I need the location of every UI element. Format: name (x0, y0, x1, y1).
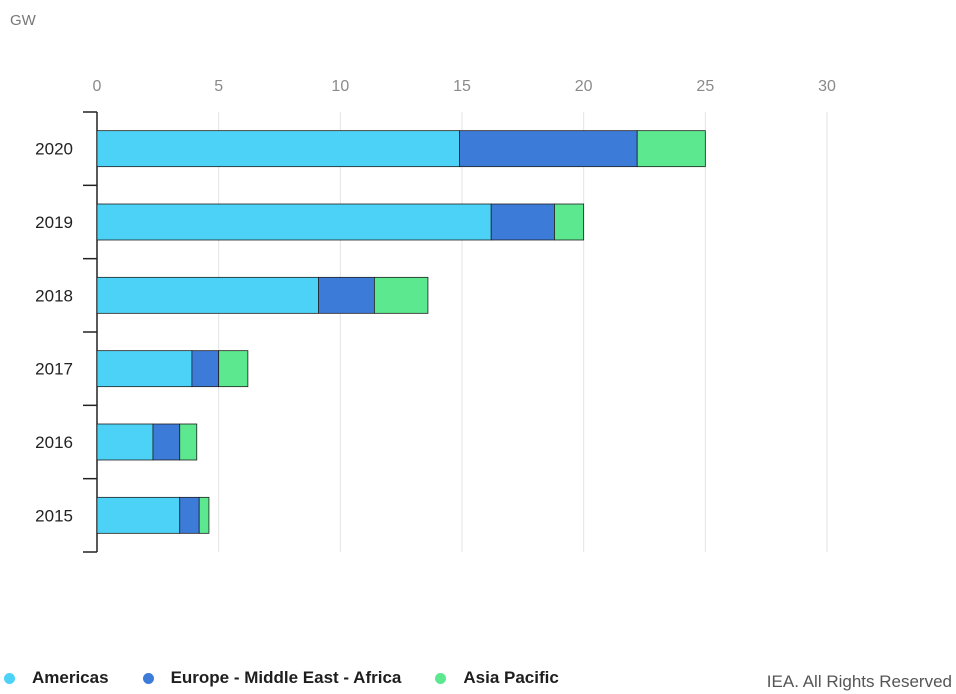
legend-item-asia-pacific[interactable]: Asia Pacific (435, 668, 559, 688)
gridlines (218, 112, 828, 552)
bar-2015-series-1[interactable] (179, 496, 200, 534)
x-tick-label-30: 30 (818, 78, 836, 95)
category-label-2020: 2020 (35, 140, 73, 159)
legend-label-emea: Europe - Middle East - Africa (170, 668, 402, 687)
category-label-2018: 2018 (35, 286, 73, 305)
bar-2020-series-2[interactable] (636, 130, 706, 168)
x-tick-label-10: 10 (331, 78, 349, 95)
legend-label-asia-pacific: Asia Pacific (463, 668, 559, 687)
category-labels: 2020 2019 2018 2017 2016 2015 (35, 140, 73, 526)
legend-item-americas[interactable]: Americas (4, 668, 109, 688)
bar-2020-series-0[interactable] (96, 130, 460, 168)
unit-label: GW (10, 12, 36, 29)
bar-2015-series-0[interactable] (96, 496, 181, 534)
legend-item-emea[interactable]: Europe - Middle East - Africa (142, 668, 402, 688)
bar-2017-series-1[interactable] (191, 350, 220, 388)
bar-2016-series-0[interactable] (96, 423, 154, 461)
category-label-2015: 2015 (35, 506, 73, 525)
bar-2017-series-0[interactable] (96, 350, 193, 388)
legend-swatch-americas (4, 672, 15, 684)
bar-2018-series-0[interactable] (96, 276, 319, 314)
legend-swatch-asia-pacific (435, 672, 447, 684)
legend-label-americas: Americas (32, 668, 109, 687)
legend: Americas Europe - Middle East - Africa A… (4, 668, 593, 688)
x-tick-label-25: 25 (696, 78, 714, 95)
y-axis (83, 111, 98, 553)
category-label-2016: 2016 (35, 433, 73, 452)
legend-swatch-emea (142, 672, 154, 684)
category-label-2017: 2017 (35, 360, 73, 379)
category-label-2019: 2019 (35, 213, 73, 232)
bar-2019-series-2[interactable] (554, 203, 585, 241)
x-tick-label-5: 5 (214, 78, 223, 95)
bar-2016-series-2[interactable] (179, 423, 198, 461)
bar-2020-series-1[interactable] (459, 130, 638, 168)
x-tick-labels: 0 5 10 15 20 25 30 (93, 78, 836, 95)
bar-2017-series-2[interactable] (218, 350, 249, 388)
x-tick-label-15: 15 (453, 78, 471, 95)
bar-2019-series-0[interactable] (96, 203, 492, 241)
bar-2018-series-1[interactable] (318, 276, 375, 314)
x-tick-label-0: 0 (93, 78, 102, 95)
bars (96, 130, 706, 534)
bar-2016-series-1[interactable] (152, 423, 181, 461)
credit-text: IEA. All Rights Reserved (766, 672, 952, 691)
x-tick-label-20: 20 (575, 78, 593, 95)
bar-2018-series-2[interactable] (373, 276, 429, 314)
bar-2019-series-1[interactable] (490, 203, 555, 241)
bar-2015-series-2[interactable] (198, 496, 210, 534)
